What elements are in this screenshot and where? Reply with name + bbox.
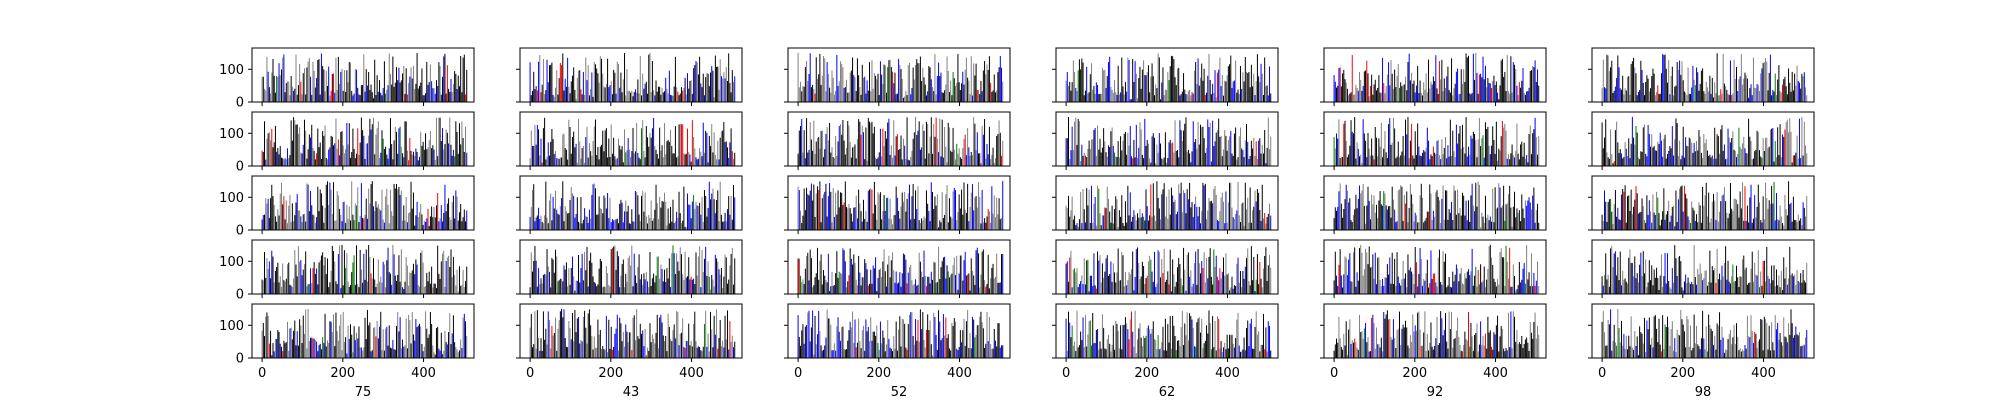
x-tick-label: 200	[1134, 366, 1159, 381]
bar-series	[1066, 53, 1271, 102]
subplot-r3-c5	[1320, 176, 1546, 234]
x-tick-label: 200	[330, 366, 355, 381]
subplot-r5-c5: 0 200 400	[1320, 304, 1546, 381]
bar-series	[1334, 310, 1539, 358]
column-label: 92	[1427, 385, 1444, 400]
y-tick-label: 0	[236, 160, 244, 175]
x-tick-label: 200	[1402, 366, 1427, 381]
subplot-r1-c3	[784, 48, 1010, 106]
subplot-r5-c1: 0 100 0 200 400	[219, 304, 474, 381]
bar-series	[1066, 310, 1271, 358]
subplot-r2-c2	[516, 112, 742, 170]
x-tick-label: 400	[679, 366, 704, 381]
x-tick-label: 0	[1330, 366, 1338, 381]
subplot-r4-c1: 0 100	[219, 240, 474, 303]
subplot-r1-c6	[1588, 48, 1814, 106]
y-tick-label: 100	[219, 191, 244, 206]
bar-series	[530, 245, 735, 294]
subplot-r1-c2	[516, 48, 742, 106]
bar-series	[262, 181, 467, 230]
x-tick-label: 0	[1062, 366, 1070, 381]
column-label: 62	[1159, 385, 1176, 400]
subplot-r2-c4	[1052, 112, 1278, 170]
subplot-r2-c1: 0 100	[219, 112, 474, 175]
x-tick-label: 0	[258, 366, 266, 381]
subplot-r4-c2	[516, 240, 742, 298]
bar-series	[1334, 117, 1539, 166]
subplot-r3-c1: 0 100	[219, 176, 474, 239]
bar-series	[1066, 246, 1271, 294]
bar-series	[1334, 182, 1539, 230]
bar-series	[262, 117, 467, 166]
bar-series	[530, 118, 735, 166]
x-tick-label: 0	[526, 366, 534, 381]
x-tick-label: 200	[598, 366, 623, 381]
column-label: 43	[623, 385, 640, 400]
subplot-r2-c5	[1320, 112, 1546, 170]
bar-series	[798, 247, 1003, 294]
x-tick-label: 0	[794, 366, 802, 381]
bar-series	[798, 53, 1003, 102]
bar-series	[1602, 181, 1807, 230]
x-tick-label: 200	[866, 366, 891, 381]
y-tick-label: 0	[236, 96, 244, 111]
bar-series	[1066, 181, 1271, 230]
subplot-r4-c4	[1052, 240, 1278, 298]
subplot-r5-c3: 0 200 400	[784, 304, 1010, 381]
subplot-r3-c6	[1588, 176, 1814, 234]
bar-series	[1602, 117, 1807, 166]
subplot-r2-c3	[784, 112, 1010, 170]
bar-series	[262, 309, 467, 358]
bar-series	[1602, 53, 1807, 102]
y-tick-label: 100	[219, 63, 244, 78]
subplot-r4-c3	[784, 240, 1010, 298]
bar-series	[798, 117, 1003, 166]
bar-series	[1334, 245, 1539, 294]
subplot-r4-c5	[1320, 240, 1546, 298]
subplot-grid: 0 100 0 100 0 100 0 100 0 100 0 200 400 75 0 200 400 43 0 2…	[219, 48, 1814, 400]
x-tick-label: 400	[947, 366, 972, 381]
bar-series	[262, 53, 467, 102]
subplot-r1-c4	[1052, 48, 1278, 106]
subplot-r2-c6	[1588, 112, 1814, 170]
bar-series	[798, 181, 1003, 230]
subplot-r3-c4	[1052, 176, 1278, 234]
y-tick-label: 0	[236, 352, 244, 367]
y-tick-label: 100	[219, 255, 244, 270]
subplot-r5-c4: 0 200 400	[1052, 304, 1278, 381]
bar-series	[798, 309, 1003, 358]
x-tick-label: 400	[1483, 366, 1508, 381]
x-tick-label: 400	[411, 366, 436, 381]
column-label: 52	[891, 385, 908, 400]
y-tick-label: 100	[219, 127, 244, 142]
x-tick-label: 400	[1215, 366, 1240, 381]
bar-series	[262, 245, 467, 294]
y-tick-label: 100	[219, 319, 244, 334]
bar-series	[1066, 117, 1271, 166]
bar-series	[530, 309, 735, 358]
subplot-r3-c3	[784, 176, 1010, 234]
column-label: 75	[355, 385, 372, 400]
subplot-r3-c2	[516, 176, 742, 234]
subplot-r5-c2: 0 200 400	[516, 304, 742, 381]
bar-series	[530, 181, 735, 230]
y-tick-label: 0	[236, 288, 244, 303]
subplot-r1-c5	[1320, 48, 1546, 106]
y-tick-label: 0	[236, 224, 244, 239]
bar-series	[1334, 53, 1539, 102]
bar-series	[530, 53, 735, 102]
subplot-r1-c1: 0 100	[219, 48, 474, 111]
